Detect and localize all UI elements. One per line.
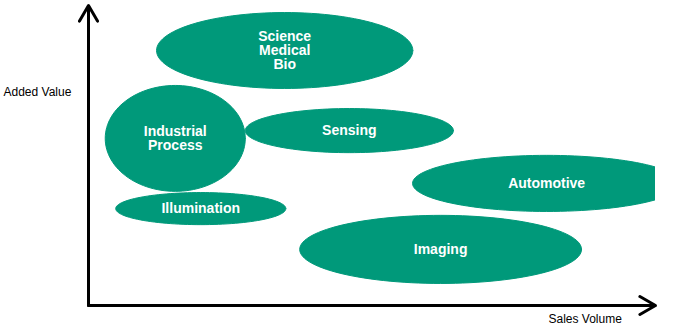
svg-text:IndustrialProcess: IndustrialProcess — [144, 123, 207, 153]
svg-text:Automotive: Automotive — [508, 175, 585, 191]
svg-text:Sales Volume: Sales Volume — [549, 312, 623, 326]
svg-text:Imaging: Imaging — [414, 241, 468, 257]
svg-text:Illumination: Illumination — [161, 200, 240, 216]
svg-text:Sensing: Sensing — [322, 122, 376, 138]
svg-text:Added Value: Added Value — [4, 85, 72, 99]
svg-text:ScienceMedicalBio: ScienceMedicalBio — [258, 28, 311, 72]
